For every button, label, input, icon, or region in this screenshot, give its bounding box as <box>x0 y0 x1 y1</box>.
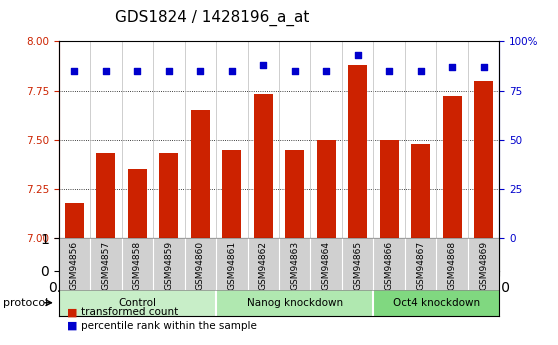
Text: ■: ■ <box>67 307 78 317</box>
Point <box>479 64 488 70</box>
Point <box>165 68 174 74</box>
Text: GSM94864: GSM94864 <box>322 241 331 290</box>
Bar <box>411 144 430 238</box>
Bar <box>373 290 499 316</box>
Point <box>385 68 394 74</box>
Text: GSM94862: GSM94862 <box>259 241 268 290</box>
Bar <box>216 290 373 316</box>
Text: GSM94865: GSM94865 <box>353 241 362 290</box>
Text: GSM94859: GSM94859 <box>164 241 174 290</box>
Bar <box>59 290 216 316</box>
Text: percentile rank within the sample: percentile rank within the sample <box>81 321 257 331</box>
Point <box>353 52 362 58</box>
Text: GSM94858: GSM94858 <box>133 241 142 290</box>
Point <box>448 64 456 70</box>
Bar <box>317 140 336 238</box>
Bar <box>97 154 116 238</box>
Bar <box>442 97 461 238</box>
Bar <box>348 65 367 238</box>
Point <box>322 68 331 74</box>
Text: Nanog knockdown: Nanog knockdown <box>247 298 343 308</box>
Bar <box>380 140 398 238</box>
Point <box>227 68 236 74</box>
Text: transformed count: transformed count <box>81 307 178 317</box>
Text: GSM94867: GSM94867 <box>416 241 425 290</box>
Text: protocol: protocol <box>3 298 48 308</box>
Point <box>259 62 268 68</box>
Bar <box>285 149 304 238</box>
Text: GSM94868: GSM94868 <box>448 241 456 290</box>
Point <box>290 68 299 74</box>
Point <box>416 68 425 74</box>
Bar <box>128 169 147 238</box>
Text: GSM94861: GSM94861 <box>227 241 236 290</box>
Bar <box>222 149 241 238</box>
Text: GSM94856: GSM94856 <box>70 241 79 290</box>
Text: ■: ■ <box>67 321 78 331</box>
Text: Control: Control <box>118 298 156 308</box>
Text: Oct4 knockdown: Oct4 knockdown <box>393 298 480 308</box>
Bar <box>191 110 210 238</box>
Text: GSM94860: GSM94860 <box>196 241 205 290</box>
Point <box>102 68 110 74</box>
Bar <box>160 154 178 238</box>
Text: GSM94869: GSM94869 <box>479 241 488 290</box>
Point <box>70 68 79 74</box>
Bar <box>254 95 273 238</box>
Point <box>133 68 142 74</box>
Point <box>196 68 205 74</box>
Bar <box>474 81 493 238</box>
Text: GSM94866: GSM94866 <box>384 241 394 290</box>
Text: GDS1824 / 1428196_a_at: GDS1824 / 1428196_a_at <box>115 10 309 26</box>
Text: GSM94857: GSM94857 <box>102 241 110 290</box>
Bar <box>65 203 84 238</box>
Text: GSM94863: GSM94863 <box>290 241 299 290</box>
